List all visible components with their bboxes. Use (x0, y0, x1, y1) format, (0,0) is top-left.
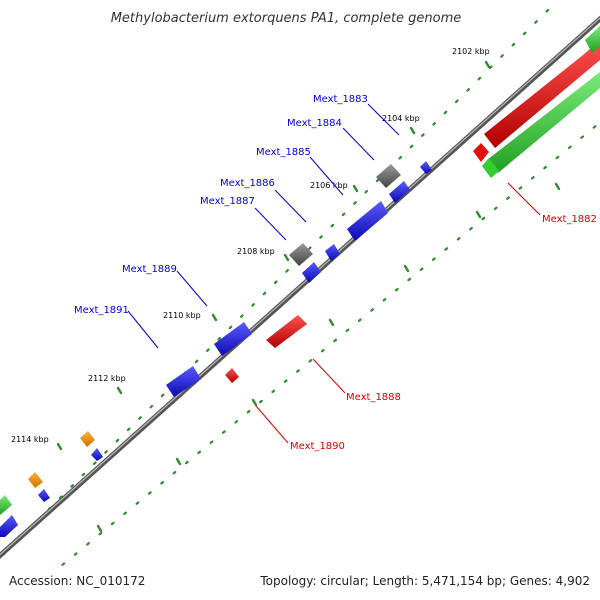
gene-mext-1883 (420, 161, 432, 174)
major-ticks-inner (96, 182, 561, 533)
gene-mext-1890 (225, 368, 239, 383)
gene-label-mext-1891: Mext_1891 (74, 305, 129, 316)
accession-text: Accession: NC_010172 (9, 574, 146, 588)
gene-label-mext-1883: Mext_1883 (313, 94, 368, 105)
gene-green-left (0, 495, 12, 515)
gene-mext-1887 (302, 262, 321, 283)
tick-label: 2114 kbp (11, 435, 49, 444)
tick-label: 2110 kbp (163, 311, 201, 320)
gene-label-mext-1888: Mext_1888 (346, 392, 401, 403)
gene-feature-green-topright (585, 26, 600, 53)
gene-feature-red-large (473, 40, 600, 162)
tick-ring-inner (53, 121, 600, 573)
gene-mext-1888 (266, 315, 307, 348)
tick-ring-outer (0, 8, 550, 560)
gene-label-mext-1885: Mext_1885 (256, 147, 311, 158)
gene-blue-small-left (0, 448, 103, 537)
gene-mext-1891 (166, 366, 201, 397)
gene-mext-1889 (214, 322, 252, 356)
gene-label-mext-1890: Mext_1890 (290, 441, 345, 452)
gene-feature-green-large (482, 72, 600, 178)
genome-summary-text: Topology: circular; Length: 5,471,154 bp… (260, 574, 590, 588)
gene-mext-1886 (325, 244, 340, 261)
gene-grey-2 (289, 243, 313, 266)
tick-label: 2108 kbp (237, 247, 275, 256)
gene-mext-1884 (389, 181, 410, 203)
gene-mext-1885 (347, 201, 388, 241)
genome-backbone (0, 15, 600, 559)
tick-label: 2104 kbp (382, 114, 420, 123)
major-ticks-outer (56, 60, 491, 451)
map-title: Methylobacterium extorquens PA1, complet… (111, 11, 462, 26)
gene-label-mext-1887: Mext_1887 (200, 196, 255, 207)
gene-orange-features (28, 431, 95, 488)
gene-grey-1 (376, 164, 401, 188)
gene-label-mext-1882: Mext_1882 (542, 214, 597, 225)
gene-label-mext-1884: Mext_1884 (287, 118, 342, 129)
tick-label: 2102 kbp (452, 47, 490, 56)
tick-label: 2112 kbp (88, 374, 126, 383)
tick-label: 2106 kbp (310, 181, 348, 190)
gene-label-mext-1886: Mext_1886 (220, 178, 275, 189)
gene-label-mext-1889: Mext_1889 (122, 264, 177, 275)
label-leaders (127, 103, 541, 444)
